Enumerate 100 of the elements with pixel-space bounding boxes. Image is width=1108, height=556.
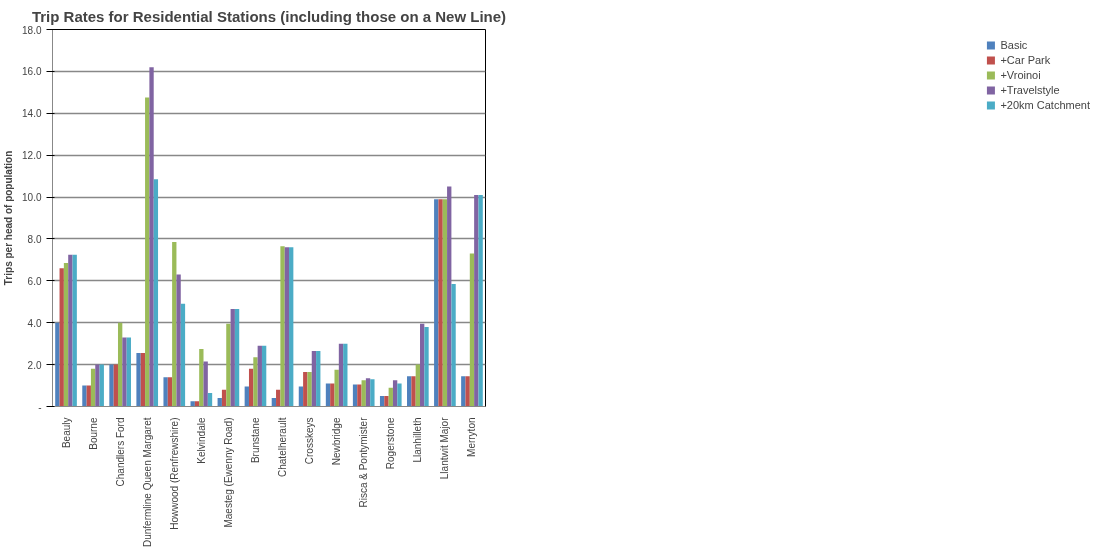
bar <box>280 246 285 407</box>
bar <box>478 194 483 407</box>
x-tick-label: Maesteg (Ewenny Road) <box>222 417 234 528</box>
bar <box>203 361 208 407</box>
bar <box>230 309 235 407</box>
bar <box>257 345 262 407</box>
bar <box>370 379 375 407</box>
legend-label: +20km Catchment <box>1000 99 1090 111</box>
bar <box>149 67 154 407</box>
bar <box>307 371 312 407</box>
bar <box>72 254 77 407</box>
bar <box>99 364 104 407</box>
bar <box>325 383 331 407</box>
legend-label: +Travelstyle <box>1000 84 1060 96</box>
bar <box>397 383 402 407</box>
bar <box>261 345 267 407</box>
x-tick-label: Kelvindale <box>195 417 207 464</box>
legend-label: +Vroinoi <box>1000 69 1041 81</box>
bar <box>68 254 73 407</box>
bar <box>109 364 114 407</box>
y-tick-label: 8.0 <box>27 233 42 245</box>
bar <box>167 377 173 407</box>
x-tick-label: Howwood (Renfrewshire) <box>168 417 180 530</box>
bar <box>311 351 317 407</box>
bar <box>140 353 146 407</box>
y-axis-title: Trips per head of population <box>3 150 15 286</box>
bar <box>442 199 448 407</box>
bar <box>289 247 294 407</box>
y-tick-label: 14.0 <box>22 108 42 120</box>
bar <box>82 385 87 407</box>
bar <box>136 353 141 407</box>
bar <box>469 253 475 407</box>
x-tick-label: Llantwit Major <box>439 416 451 480</box>
bar <box>284 247 290 407</box>
legend-label: +Car Park <box>1000 54 1051 66</box>
y-tick-label: 12.0 <box>22 150 42 162</box>
x-tick-label: Chatelherault <box>277 417 289 477</box>
y-tick-label: 10.0 <box>22 192 42 204</box>
y-tick-label: 16.0 <box>22 66 42 78</box>
bar <box>163 377 168 407</box>
y-tick-label: 4.0 <box>27 317 42 329</box>
y-tick-label: 2.0 <box>27 359 42 371</box>
bar <box>407 376 412 407</box>
bar <box>434 199 439 407</box>
bar <box>199 348 204 407</box>
bar <box>316 351 321 407</box>
bar <box>126 337 131 407</box>
bar <box>303 371 308 407</box>
x-tick-label: Bourne <box>87 417 99 450</box>
bar <box>330 383 335 407</box>
legend-label: Basic <box>1000 39 1028 51</box>
bar <box>59 268 64 407</box>
bar <box>392 380 398 407</box>
bar <box>248 368 254 407</box>
bar <box>451 283 456 407</box>
x-tick-label: Beauly <box>60 417 72 449</box>
bar <box>357 384 362 407</box>
bar <box>424 326 429 407</box>
bar <box>365 378 371 407</box>
bar <box>438 199 443 407</box>
bar <box>234 309 240 407</box>
bar <box>180 303 186 407</box>
x-tick-label: Rogerstone <box>385 417 397 470</box>
bar <box>384 396 389 407</box>
bar <box>474 194 479 407</box>
bar <box>226 323 231 407</box>
x-tick-label: Newbridge <box>331 417 343 466</box>
x-tick-label: Merryton <box>466 417 478 457</box>
bar <box>338 343 344 407</box>
chart-title: Trip Rates for Residential Stations (including those on a New Line) <box>31 7 507 25</box>
bar <box>172 242 177 407</box>
x-tick-label: Dunfermline Queen Margaret <box>141 417 153 548</box>
x-tick-label: Llanhilleth <box>412 417 424 463</box>
bar <box>90 368 96 407</box>
bar <box>415 364 421 407</box>
bar <box>153 179 159 407</box>
y-tick-label: - <box>38 401 42 413</box>
y-tick-label: 6.0 <box>27 275 42 287</box>
bar <box>117 322 123 407</box>
x-tick-label: Brunstane <box>249 417 261 464</box>
bar <box>411 376 416 407</box>
bar <box>343 343 348 407</box>
bar <box>95 364 100 407</box>
bar <box>176 274 181 407</box>
bar <box>145 97 150 407</box>
bar <box>361 380 366 407</box>
y-tick-label: 18.0 <box>22 24 42 36</box>
x-tick-label: Risca & Pontymister <box>358 416 370 508</box>
bar <box>122 337 127 407</box>
bar <box>447 186 452 407</box>
bar <box>55 322 60 407</box>
bar <box>461 376 466 407</box>
bar <box>253 357 258 407</box>
bar <box>420 323 425 407</box>
bar <box>334 369 339 407</box>
bar <box>465 376 470 407</box>
x-tick-label: Chandlers Ford <box>114 417 126 487</box>
bar <box>63 263 69 407</box>
bar <box>113 364 118 407</box>
x-tick-label: Crosskeys <box>304 417 316 465</box>
